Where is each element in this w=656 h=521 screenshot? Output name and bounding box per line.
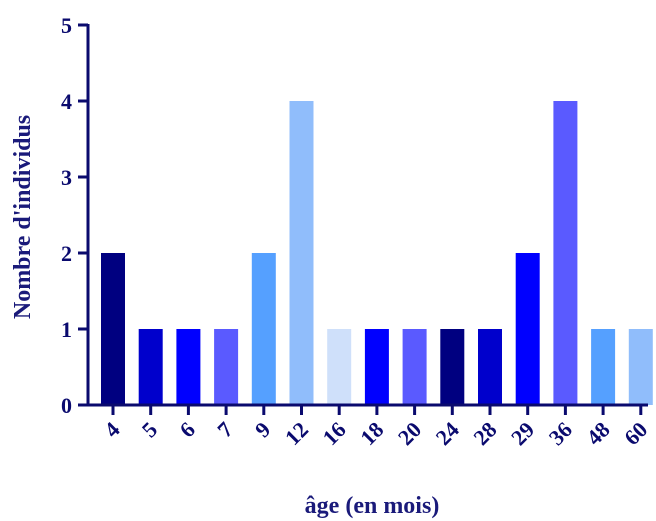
y-tick-label: 0 [61,393,72,418]
bar [214,329,239,405]
bar [289,101,314,405]
bar [327,329,352,405]
x-tick-label: 18 [355,417,388,450]
bar [251,253,276,405]
x-axis-title: âge (en mois) [305,493,440,519]
y-tick-label: 2 [61,241,72,266]
x-tick-label: 20 [393,417,426,450]
x-tick-label: 12 [280,417,313,450]
bar [176,329,201,405]
x-tick-label: 60 [619,417,652,450]
y-tick-label: 3 [61,165,72,190]
x-tick-label: 36 [544,417,577,450]
x-tick-label: 4 [99,417,124,442]
bar [628,329,653,405]
x-tick-label: 7 [212,417,237,442]
x-axis-ticks: 4 5 6 7 9 12 16 18 20 24 28 29 36 48 60 [99,405,652,450]
bar [553,101,578,405]
bar [402,329,427,405]
bar [101,253,125,405]
x-tick-label: 5 [137,417,162,442]
x-tick-label: 29 [506,417,539,450]
bars-group [101,101,653,405]
y-tick-label: 4 [61,89,72,114]
x-tick-label: 6 [174,417,199,442]
x-tick-label: 48 [581,417,614,450]
bar [440,329,465,405]
y-tick-label: 1 [61,317,72,342]
bar [478,329,502,405]
x-tick-label: 16 [318,417,351,450]
x-tick-label: 9 [250,417,275,442]
bar [138,329,163,405]
y-tick-label: 5 [61,13,72,38]
x-tick-label: 28 [468,417,501,450]
y-axis-ticks: 0 1 2 3 4 5 [61,13,88,418]
bar [364,329,389,405]
y-axis-title: Nombre d'individus [10,115,36,319]
bar [591,329,616,405]
bar [515,253,540,405]
x-tick-label: 24 [431,417,464,450]
